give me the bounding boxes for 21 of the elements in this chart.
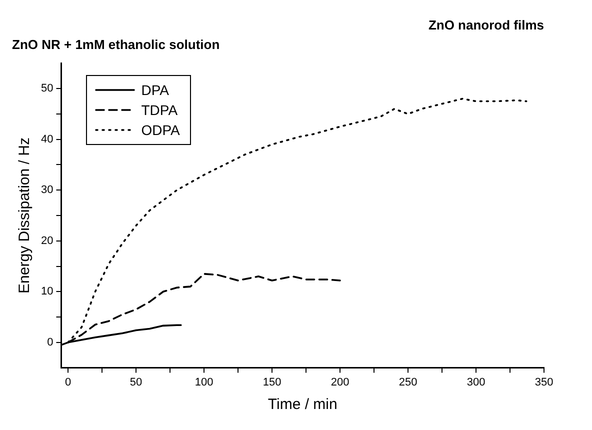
x-tick-label: 0 (64, 376, 72, 388)
y-tick-label: 20 (40, 234, 54, 247)
x-tick-label: 350 (534, 376, 554, 388)
legend-label: TDPA (141, 102, 178, 118)
x-tick-label: 200 (330, 376, 350, 388)
y-tick-label: 50 (40, 82, 54, 95)
y-axis-title: Energy Dissipation / Hz (16, 138, 34, 294)
x-axis-title: Time / min (268, 396, 338, 414)
chart-subtitle: ZnO NR + 1mM ethanolic solution (12, 36, 220, 52)
legend-label: DPA (141, 82, 169, 98)
y-tick-label: 0 (47, 336, 54, 348)
x-tick-label: 300 (466, 376, 486, 388)
y-tick-label: 10 (40, 286, 54, 298)
x-tick-label: 50 (130, 376, 142, 388)
x-tick-label: 100 (194, 376, 214, 388)
y-tick-label: 40 (40, 133, 54, 146)
y-tick-label: 30 (40, 184, 54, 196)
chart-title: ZnO nanorod films (428, 17, 544, 32)
x-tick-label: 150 (262, 376, 282, 388)
x-tick-label: 250 (398, 376, 418, 388)
legend-label: ODPA (141, 122, 180, 138)
